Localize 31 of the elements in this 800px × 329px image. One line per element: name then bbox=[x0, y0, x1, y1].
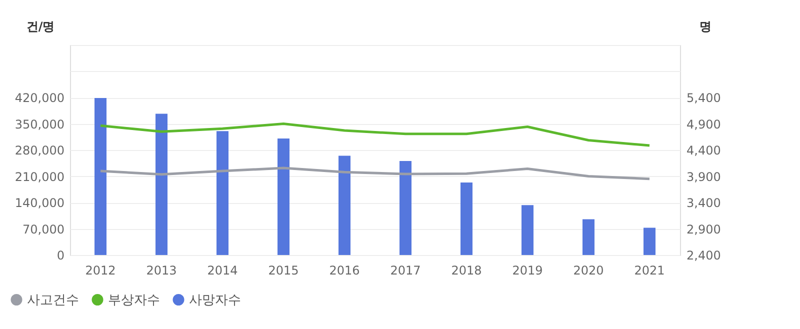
y-tick-label: 280,000 bbox=[14, 144, 64, 158]
y-axis-title: 건/명 bbox=[26, 20, 55, 34]
y2-tick-label: 4,400 bbox=[686, 144, 721, 158]
y-tick-label: 140,000 bbox=[14, 196, 64, 210]
y-tick-label: 350,000 bbox=[14, 117, 64, 132]
x-tick-label: 2018 bbox=[451, 264, 482, 278]
y-tick-label: 70,000 bbox=[22, 222, 64, 236]
y2-tick-label: 3,400 bbox=[686, 196, 721, 210]
line-series bbox=[99, 166, 651, 180]
x-tick-label: 2012 bbox=[85, 264, 116, 278]
legend-label: 부상자수 bbox=[108, 292, 160, 308]
y-tick-label: 210,000 bbox=[14, 170, 64, 184]
x-tick-label: 2020 bbox=[573, 264, 604, 278]
y2-tick-label: 5,400 bbox=[686, 91, 721, 105]
x-tick-label: 2015 bbox=[268, 264, 299, 278]
line-series bbox=[99, 122, 651, 147]
x-tick-label: 2019 bbox=[512, 264, 543, 278]
y2-axis-title: 명 bbox=[700, 20, 712, 34]
x-tick-label: 2017 bbox=[390, 264, 421, 278]
y2-tick-label: 4,900 bbox=[686, 117, 721, 132]
x-tick-label: 2021 bbox=[634, 264, 665, 278]
y-tick-label: 0 bbox=[56, 248, 64, 262]
y2-tick-label: 2,400 bbox=[686, 248, 721, 262]
y-tick-label: 420,000 bbox=[14, 91, 64, 105]
x-tick-label: 2014 bbox=[207, 264, 238, 278]
legend-label: 사고건수 bbox=[27, 292, 79, 308]
x-tick-label: 2013 bbox=[146, 264, 177, 278]
y2-tick-label: 3,900 bbox=[686, 170, 721, 184]
x-tick-label: 2016 bbox=[329, 264, 360, 278]
y2-tick-label: 2,900 bbox=[686, 222, 721, 236]
legend-label: 사망자수 bbox=[189, 292, 241, 308]
